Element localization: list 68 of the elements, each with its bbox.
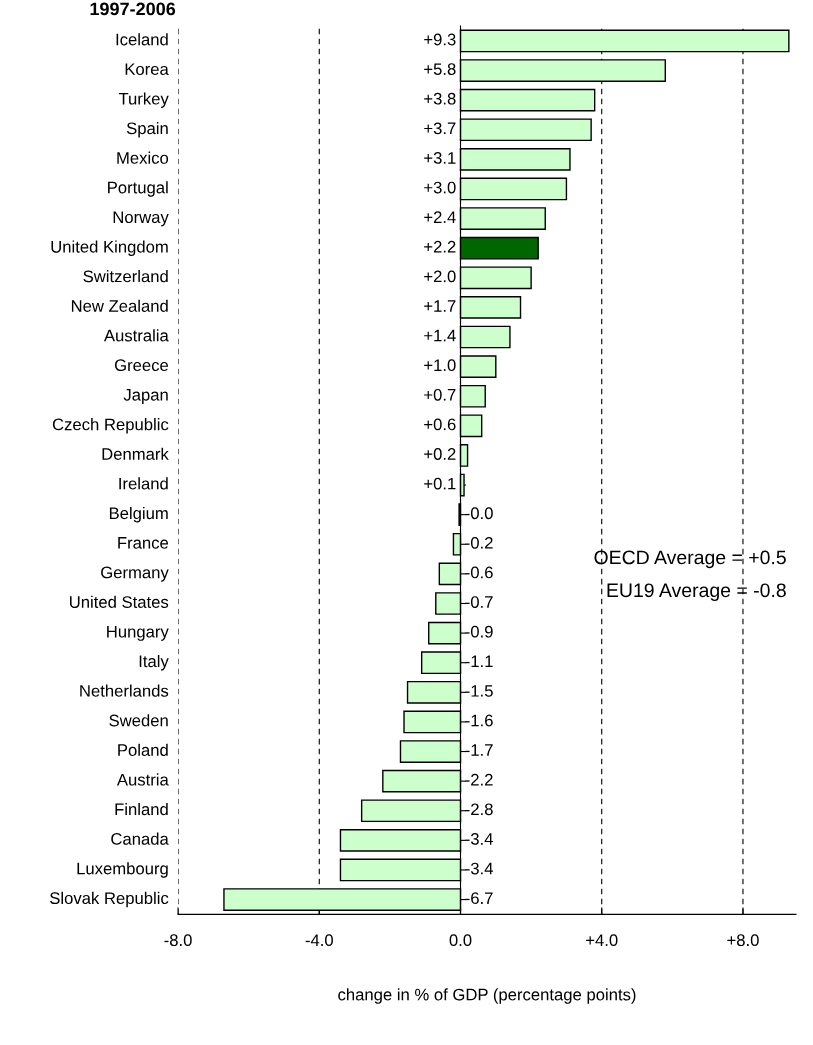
data-label: +2.0	[424, 270, 456, 283]
x-tick-label: +8.0	[727, 934, 759, 947]
data-label: -6.7	[465, 892, 493, 905]
y-tick-label: United Kingdom	[51, 240, 168, 256]
y-tick-label: Poland	[118, 743, 168, 756]
y-tick-label: Czech Republic	[52, 418, 169, 434]
data-label: +0.1	[424, 477, 456, 490]
data-label: +0.7	[424, 388, 456, 401]
data-label: -0.9	[465, 625, 493, 638]
y-tick-label: Greece	[114, 359, 169, 372]
x-tick-label: +4.0	[586, 934, 618, 947]
data-label: -0.6	[465, 566, 493, 579]
y-tick-label: Australia	[103, 329, 169, 342]
y-tick-label: Switzerland	[83, 270, 168, 283]
y-tick-label: New Zealand	[71, 299, 168, 312]
y-tick-label: Japan	[123, 389, 168, 404]
data-label: -1.1	[465, 655, 493, 668]
data-label: +1.0	[424, 359, 456, 372]
y-tick-label: France	[118, 537, 169, 549]
data-label: +3.1	[424, 152, 456, 164]
data-label: -3.4	[465, 833, 493, 845]
x-axis-title: change in % of GDP (percentage points)	[338, 988, 636, 1004]
y-tick-label: United States	[70, 595, 169, 608]
data-label: +2.2	[424, 240, 456, 253]
x-tick-label: -4.0	[305, 934, 333, 947]
data-label: -1.6	[465, 714, 493, 727]
y-tick-label: Luxembourg	[77, 862, 168, 878]
data-label: +9.3	[424, 33, 456, 46]
data-label: -1.5	[465, 685, 493, 697]
y-tick-label: Turkey	[118, 92, 169, 108]
y-tick-label: Mexico	[117, 151, 169, 164]
data-label: +3.8	[424, 92, 456, 105]
y-tick-label: Denmark	[102, 447, 169, 460]
chart-title: 1997-2006	[90, 2, 176, 16]
data-label: +3.7	[424, 122, 456, 135]
annotation: OECD Average = +0.5	[594, 550, 786, 569]
y-tick-label: Germany	[101, 566, 169, 582]
data-label: +3.0	[424, 181, 456, 194]
y-tick-label: Austria	[116, 773, 169, 786]
y-tick-label: Belgium	[109, 506, 168, 523]
y-tick-label: Spain	[126, 121, 168, 138]
y-tick-label: Italy	[139, 654, 169, 671]
data-label: +5.8	[424, 63, 456, 76]
data-label: -0.0	[465, 507, 493, 520]
y-tick-label: Netherlands	[80, 684, 169, 697]
y-tick-label: Sweden	[109, 714, 168, 727]
x-tick-label: 0.0	[449, 934, 472, 947]
y-tick-label: Ireland	[119, 477, 168, 490]
data-label: -3.4	[465, 862, 493, 875]
data-label: +0.2	[424, 448, 456, 460]
data-label: +1.4	[424, 329, 456, 342]
y-tick-label: Hungary	[107, 625, 169, 641]
data-label: -0.2	[465, 536, 493, 549]
data-label: +2.4	[424, 211, 456, 223]
y-tick-label: Slovak Republic	[50, 891, 169, 908]
y-tick-label: Canada	[111, 832, 169, 845]
data-label: +1.7	[424, 300, 456, 312]
y-tick-label: Norway	[113, 211, 169, 227]
data-label: -2.2	[465, 773, 493, 786]
x-tick-label: -8.0	[164, 934, 192, 947]
data-label: -1.7	[465, 744, 493, 756]
y-tick-label: Finland	[115, 802, 168, 816]
y-tick-label: Portugal	[108, 181, 168, 197]
y-tick-label: Korea	[125, 63, 169, 76]
data-label: -0.7	[465, 596, 493, 608]
y-tick-label: Iceland	[116, 33, 168, 46]
data-label: -2.8	[465, 803, 493, 816]
data-label: +0.6	[424, 418, 456, 431]
